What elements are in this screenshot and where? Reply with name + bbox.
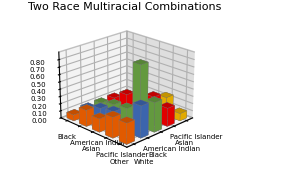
Title: Two Race Multiracial Combinations: Two Race Multiracial Combinations [28, 2, 222, 12]
